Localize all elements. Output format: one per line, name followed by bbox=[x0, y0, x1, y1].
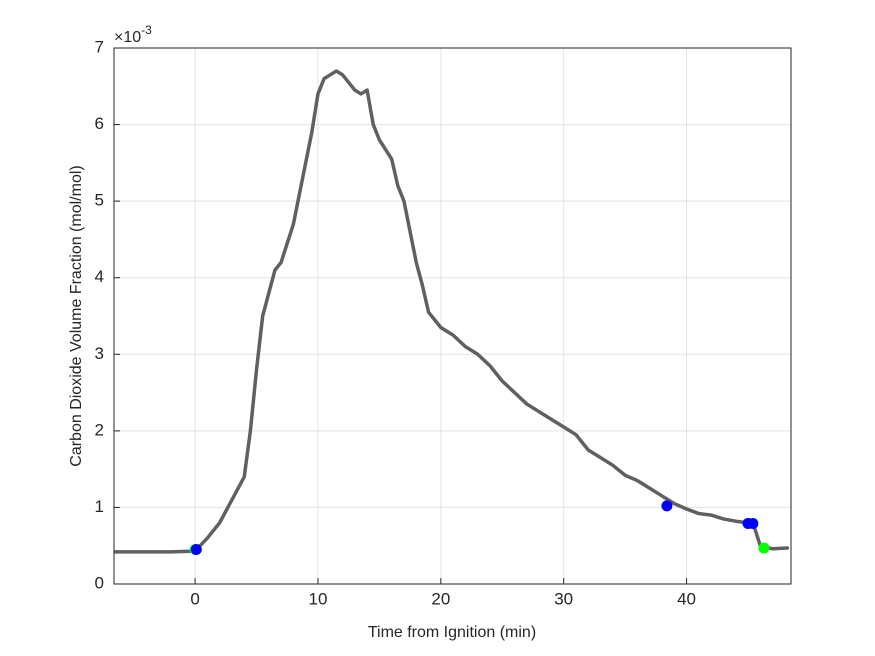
y-tick-label: 2 bbox=[95, 420, 104, 439]
y-tick-label: 0 bbox=[95, 573, 104, 592]
axes-box bbox=[113, 47, 792, 585]
y-tick-label: 4 bbox=[95, 267, 104, 286]
marks bbox=[113, 69, 790, 556]
x-tick-label: 20 bbox=[431, 589, 450, 608]
x-axis-label: Time from Ignition (min) bbox=[368, 624, 536, 641]
y-tick-label: 1 bbox=[95, 497, 104, 516]
y-tick-label: 5 bbox=[95, 191, 104, 210]
marker bbox=[747, 518, 759, 530]
data-line bbox=[113, 69, 790, 554]
y-tick-label: 3 bbox=[95, 344, 104, 363]
multiplier-exponent: -3 bbox=[141, 23, 152, 37]
plot-area bbox=[114, 48, 791, 584]
y-tick-label: 6 bbox=[95, 114, 104, 133]
y-multiplier: ×10-3 bbox=[114, 23, 152, 46]
multiplier-base: ×10 bbox=[114, 29, 141, 46]
x-tick-label: 40 bbox=[677, 589, 696, 608]
marker bbox=[190, 544, 202, 556]
marker bbox=[758, 542, 770, 554]
x-tick-label: 30 bbox=[554, 589, 573, 608]
x-tick-label: 10 bbox=[308, 589, 327, 608]
y-tick-label: 7 bbox=[95, 37, 104, 56]
x-tick-label: 0 bbox=[190, 589, 199, 608]
y-axis-label: Carbon Dioxide Volume Fraction (mol/mol) bbox=[68, 165, 85, 466]
marker bbox=[661, 500, 673, 512]
